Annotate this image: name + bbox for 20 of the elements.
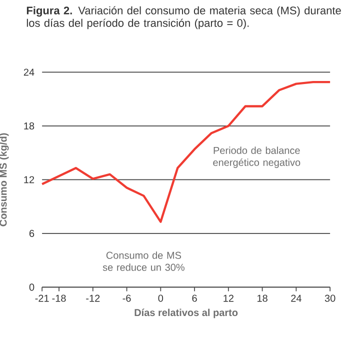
x-axis-title: Días relativos al parto (134, 308, 238, 318)
annotation: Consumo de MS se reduce un 30% (102, 252, 184, 271)
y-tick-label: 12 (24, 176, 34, 184)
y-tick-label: 18 (24, 122, 34, 130)
x-tick-label: 24 (291, 294, 302, 302)
x-tick-label: -21 (35, 294, 49, 302)
annotation: Periodo de balance energético negativo (213, 146, 300, 168)
x-tick-label: 0 (158, 294, 164, 302)
x-tick-label: -12 (86, 294, 100, 302)
x-tick-label: 6 (192, 294, 197, 302)
chart-title: Figura 2. Variación del consumo de materia seca (MS) durante los días del período de transición (parto = 0). (26, 6, 341, 30)
x-tick-label: 18 (258, 294, 268, 302)
x-tick-label: 30 (324, 294, 336, 302)
y-tick-label: 6 (29, 230, 34, 237)
x-tick-label: -18 (52, 294, 66, 302)
x-tick-label: -6 (122, 294, 131, 302)
line-series (40, 80, 332, 223)
x-tick-label: 12 (224, 294, 234, 302)
y-tick-label: 0 (29, 284, 34, 291)
y-tick-label: 24 (24, 68, 34, 76)
